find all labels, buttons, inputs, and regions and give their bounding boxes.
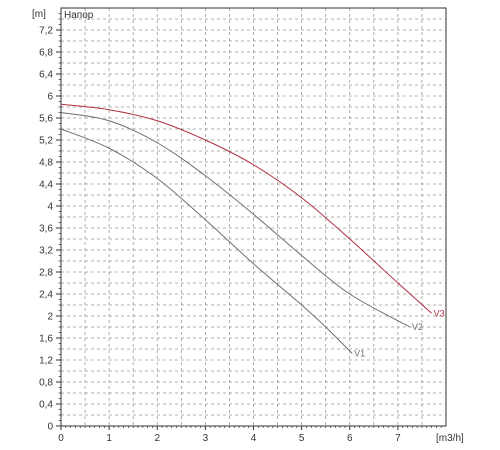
y-tick-label: 6,4	[39, 70, 53, 81]
y-tick-label: 5,6	[39, 114, 53, 125]
x-tick-label: 7	[395, 433, 401, 444]
y-tick-label: 2,8	[39, 268, 53, 279]
x-axis-unit-label: [m3/h]	[436, 433, 464, 444]
ticks-layer: 0 1 2 3 4 5 6 7 0 0,4 0,8 1,2 1,6 2 2,4 2,8 3,2 3,6 4 4,4 4,…	[39, 13, 442, 444]
y-tick-label: 2	[47, 312, 53, 323]
y-tick-label: 1,6	[39, 334, 53, 345]
chart-title: Напор	[64, 10, 94, 21]
y-tick-label: 5,2	[39, 136, 53, 147]
y-tick-label: 1,2	[39, 356, 53, 367]
y-tick-label: 0,8	[39, 378, 53, 389]
y-tick-label: 6,8	[39, 48, 53, 59]
y-tick-label: 3,6	[39, 224, 53, 235]
y-tick-label: 7,2	[39, 26, 53, 37]
x-tick-label: 3	[203, 433, 209, 444]
axes-layer: [m] [m3/h] Напор	[32, 7, 464, 444]
y-tick-label: 0	[47, 422, 53, 433]
y-axis-unit-label: [m]	[32, 9, 46, 20]
y-tick-label: 2,4	[39, 290, 53, 301]
y-tick-label: 3,2	[39, 246, 53, 257]
series-layer: V1 V2 V3	[60, 103, 445, 358]
x-tick-label: 0	[58, 433, 64, 444]
series-line-v2	[60, 112, 411, 328]
series-label-v2: V2	[412, 322, 423, 332]
series-line-v3	[60, 103, 432, 314]
x-tick-label: 4	[251, 433, 257, 444]
x-tick-label: 5	[299, 433, 305, 444]
x-tick-label: 6	[347, 433, 353, 444]
series-label-v3: V3	[434, 308, 445, 318]
y-tick-label: 0,4	[39, 400, 53, 411]
series-label-v1: V1	[354, 348, 365, 358]
y-tick-label: 6	[47, 92, 53, 103]
y-tick-label: 4	[47, 202, 53, 213]
y-tick-label: 4,4	[39, 180, 53, 191]
series-line-v1	[60, 128, 353, 354]
x-tick-label: 2	[154, 433, 160, 444]
y-tick-label: 4,8	[39, 158, 53, 169]
x-tick-label: 1	[106, 433, 112, 444]
grid-layer	[61, 8, 446, 426]
